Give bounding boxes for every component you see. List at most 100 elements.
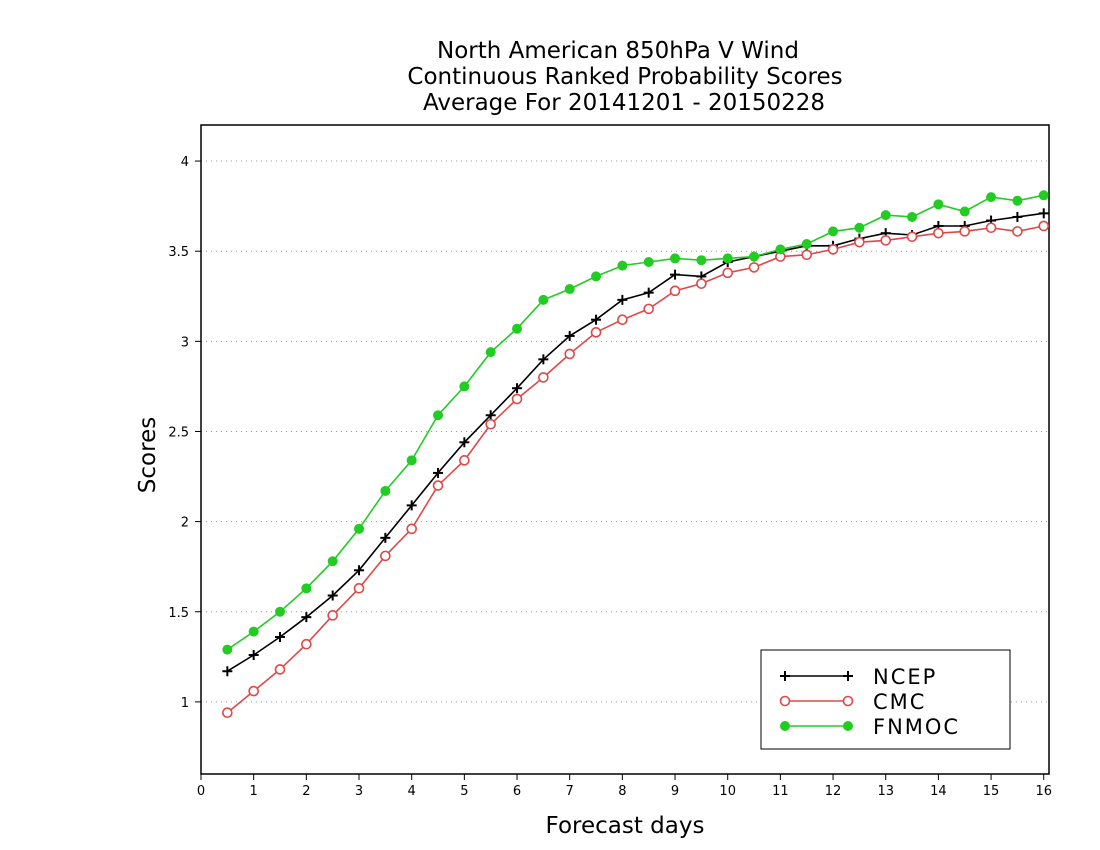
data-point-cmc xyxy=(643,303,655,315)
data-point-ncep xyxy=(275,631,286,642)
x-tick-label: 7 xyxy=(566,784,574,799)
x-tick-label: 1 xyxy=(250,784,258,799)
data-point-cmc xyxy=(801,249,813,261)
data-point-cmc xyxy=(933,227,944,239)
data-point-ncep xyxy=(1012,211,1023,222)
data-point-fnmoc xyxy=(591,271,602,282)
legend-box xyxy=(760,649,1011,750)
data-point-cmc xyxy=(854,236,865,248)
data-point-cmc xyxy=(301,638,312,650)
data-point-fnmoc xyxy=(959,206,970,217)
data-point-fnmoc xyxy=(406,455,417,466)
data-point-ncep xyxy=(301,612,312,623)
data-point-ncep xyxy=(564,330,575,341)
data-point-fnmoc xyxy=(248,626,259,637)
data-point-fnmoc xyxy=(222,644,233,655)
data-point-ncep xyxy=(670,269,681,280)
data-point-cmc xyxy=(511,393,523,405)
x-tick-label: 15 xyxy=(983,784,1000,799)
series-line-ncep xyxy=(226,212,1044,672)
data-point-fnmoc xyxy=(933,199,944,210)
data-point-ncep xyxy=(248,650,259,661)
x-axis-label: Forecast days xyxy=(546,813,705,839)
data-point-cmc xyxy=(722,267,734,279)
x-tick-label: 14 xyxy=(930,784,947,799)
data-point-ncep xyxy=(617,294,628,305)
data-point-ncep xyxy=(354,565,365,576)
legend-label-ncep: NCEP xyxy=(873,665,937,689)
data-point-fnmoc xyxy=(670,253,681,264)
data-point-ncep xyxy=(406,500,417,511)
chart-title-line-3: Average For 20141201 - 20150228 xyxy=(423,90,825,116)
y-tick-label: 2 xyxy=(181,516,189,531)
data-point-fnmoc xyxy=(880,210,891,221)
data-point-ncep xyxy=(591,314,602,325)
data-point-fnmoc xyxy=(854,222,865,233)
data-point-fnmoc xyxy=(459,381,470,392)
data-point-fnmoc xyxy=(538,294,549,305)
data-point-cmc xyxy=(748,262,760,273)
data-point-fnmoc xyxy=(617,260,628,271)
x-tick-label: 5 xyxy=(460,784,468,799)
data-point-cmc xyxy=(880,235,892,246)
data-point-cmc xyxy=(906,231,918,243)
data-point-cmc xyxy=(432,480,444,491)
data-point-ncep xyxy=(538,354,549,365)
x-tick-label: 9 xyxy=(671,784,679,799)
data-point-fnmoc xyxy=(564,284,575,295)
data-point-fnmoc xyxy=(1038,190,1049,201)
data-point-cmc xyxy=(696,278,707,289)
legend-label-fnmoc: FNMOC xyxy=(873,715,960,739)
y-tick-label: 2.5 xyxy=(168,425,189,440)
series-lines xyxy=(222,190,1050,719)
data-point-fnmoc xyxy=(775,244,786,255)
x-tick-label: 13 xyxy=(877,784,894,799)
x-tick-label: 10 xyxy=(719,784,736,799)
data-point-fnmoc xyxy=(275,606,286,617)
plot-frame xyxy=(200,124,1050,775)
x-tick-label: 3 xyxy=(355,784,363,799)
data-point-cmc xyxy=(380,550,391,562)
data-point-fnmoc xyxy=(643,257,654,268)
data-point-ncep xyxy=(459,437,470,448)
data-point-fnmoc xyxy=(485,347,496,358)
data-point-ncep xyxy=(643,287,654,298)
series-line-cmc xyxy=(226,225,1044,714)
data-point-fnmoc xyxy=(433,410,444,421)
series-ncep xyxy=(222,208,1049,677)
data-point-ncep xyxy=(433,467,444,478)
legend-marker-cmc xyxy=(779,695,791,707)
data-point-fnmoc xyxy=(828,226,839,237)
data-point-fnmoc xyxy=(986,192,997,203)
data-point-ncep xyxy=(380,532,391,543)
data-point-fnmoc xyxy=(512,323,523,334)
data-point-fnmoc xyxy=(722,253,733,264)
data-point-cmc xyxy=(1038,220,1050,232)
data-point-cmc xyxy=(406,523,417,535)
data-point-cmc xyxy=(274,664,286,675)
data-point-ncep xyxy=(1038,208,1049,219)
data-point-fnmoc xyxy=(354,523,365,534)
data-point-fnmoc xyxy=(801,238,812,249)
series-fnmoc xyxy=(222,190,1049,655)
legend-label-cmc: CMC xyxy=(873,690,926,714)
y-tick-label: 3.5 xyxy=(168,245,189,260)
data-point-cmc xyxy=(248,685,259,697)
data-point-cmc xyxy=(327,610,338,621)
x-tick-label: 12 xyxy=(825,784,842,799)
data-point-cmc xyxy=(353,583,365,594)
x-tick-label: 4 xyxy=(408,784,416,799)
y-tick-label: 1 xyxy=(181,696,189,711)
data-point-cmc xyxy=(485,418,496,430)
x-tick-label: 2 xyxy=(302,784,310,799)
data-point-fnmoc xyxy=(749,251,760,262)
series-line-fnmoc xyxy=(226,194,1044,651)
y-axis-label: Scores xyxy=(135,417,161,493)
data-point-cmc xyxy=(222,707,233,719)
legend-marker-fnmoc xyxy=(843,721,853,731)
data-point-fnmoc xyxy=(1012,195,1023,206)
y-tick-label: 4 xyxy=(181,155,189,170)
x-tick-label: 16 xyxy=(1035,784,1052,799)
